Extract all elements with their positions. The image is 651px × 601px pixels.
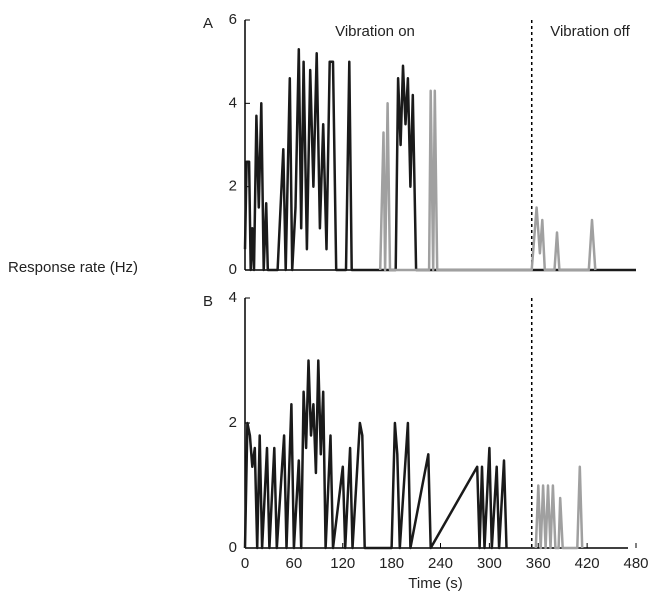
panel-label: B bbox=[203, 293, 213, 310]
y-tick-label: 0 bbox=[229, 261, 237, 278]
annotation: Vibration on bbox=[335, 23, 415, 40]
x-tick-label: 180 bbox=[379, 555, 404, 572]
series-line bbox=[534, 465, 584, 550]
y-tick-label: 6 bbox=[229, 11, 237, 28]
y-axis-label: Response rate (Hz) bbox=[8, 259, 138, 276]
y-tick-label: 4 bbox=[229, 289, 237, 306]
y-tick-label: 4 bbox=[229, 94, 237, 111]
x-axis-label: Time (s) bbox=[408, 575, 462, 592]
panel-label: A bbox=[203, 15, 213, 32]
series-line bbox=[243, 359, 508, 550]
series-line bbox=[378, 89, 597, 272]
x-tick-label: 60 bbox=[286, 555, 303, 572]
y-tick-label: 0 bbox=[229, 539, 237, 556]
y-tick-label: 2 bbox=[229, 178, 237, 195]
x-tick-label: 300 bbox=[477, 555, 502, 572]
series-line bbox=[243, 47, 636, 272]
x-tick-label: 360 bbox=[526, 555, 551, 572]
x-tick-label: 120 bbox=[330, 555, 355, 572]
y-tick-label: 2 bbox=[229, 414, 237, 431]
x-tick-label: 480 bbox=[623, 555, 648, 572]
x-tick-label: 420 bbox=[575, 555, 600, 572]
annotation: Vibration off bbox=[550, 23, 630, 40]
x-tick-label: 0 bbox=[241, 555, 249, 572]
x-tick-label: 240 bbox=[428, 555, 453, 572]
